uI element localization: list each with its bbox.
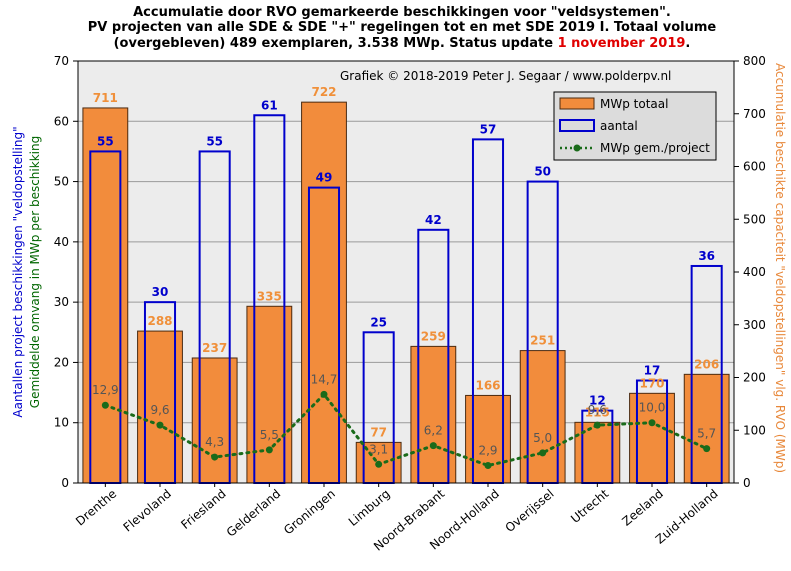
legend-label-mwp-total: MWp totaal bbox=[600, 97, 668, 111]
count-label: 25 bbox=[370, 315, 387, 329]
avg-label: 2,9 bbox=[478, 444, 497, 458]
mwp-total-label: 259 bbox=[421, 329, 446, 343]
x-category-label: Drenthe bbox=[73, 487, 119, 529]
avg-label: 12,9 bbox=[92, 383, 119, 397]
y-right-tick-label: 600 bbox=[743, 160, 766, 174]
x-category-label: Friesland bbox=[178, 487, 228, 532]
chart-credit: Grafiek © 2018-2019 Peter J. Segaar / ww… bbox=[340, 69, 671, 83]
avg-point bbox=[484, 462, 492, 470]
mwp-total-label: 251 bbox=[530, 334, 555, 348]
avg-series-line bbox=[103, 392, 709, 468]
y-left-tick-label: 70 bbox=[54, 54, 69, 68]
y-left-tick-label: 50 bbox=[54, 175, 69, 189]
count-label: 30 bbox=[152, 285, 169, 299]
y-left-ticks: 0 10 20 30 40 50 60 70 bbox=[54, 54, 78, 490]
avg-point bbox=[375, 460, 383, 468]
y-left-label-line1: Aantallen project beschikkingen "veldops… bbox=[11, 126, 25, 417]
y-right-tick-label: 500 bbox=[743, 212, 766, 226]
y-left-tick-label: 60 bbox=[54, 114, 69, 128]
avg-point bbox=[320, 390, 328, 398]
y-right-tick-label: 400 bbox=[743, 265, 766, 279]
x-category-label: Flevoland bbox=[121, 487, 174, 535]
avg-point bbox=[539, 449, 547, 457]
count-label: 55 bbox=[206, 134, 223, 148]
avg-point bbox=[648, 419, 656, 427]
avg-label: 9,6 bbox=[588, 403, 607, 417]
count-label: 17 bbox=[644, 364, 661, 378]
data-labels: 711 55 12,9 288 30 9,6 237 55 4,3 335 61 5,5 722 49 14… bbox=[92, 85, 719, 457]
legend: MWp totaal aantal MWp gem./project bbox=[553, 91, 717, 161]
avg-point bbox=[265, 446, 273, 454]
count-label: 61 bbox=[261, 98, 278, 112]
mwp-total-label: 288 bbox=[147, 314, 172, 328]
mwp-total-label: 722 bbox=[311, 85, 336, 99]
legend-swatch-avg-marker bbox=[573, 144, 581, 152]
avg-point bbox=[101, 401, 109, 409]
avg-label: 5,5 bbox=[260, 428, 279, 442]
x-category-label: Groningen bbox=[281, 487, 338, 538]
chart-title-line2: PV projecten van alle SDE & SDE "+" rege… bbox=[88, 20, 717, 35]
mwp-total-label: 115 bbox=[585, 405, 610, 419]
y-right-label: Accumulatie beschikte capaciteit "veldop… bbox=[773, 63, 787, 473]
y-right-tick-label: 800 bbox=[743, 54, 766, 68]
count-label: 57 bbox=[480, 122, 497, 136]
chart-title-line1: Accumulatie door RVO gemarkeerde beschik… bbox=[133, 5, 671, 20]
x-category-label: Gelderland bbox=[224, 487, 283, 540]
y-left-tick-label: 40 bbox=[54, 235, 69, 249]
count-label: 49 bbox=[316, 171, 333, 185]
x-category-labels: Drenthe Flevoland FrieslandGelderlandGroni… bbox=[73, 483, 721, 554]
mwp-total-label: 711 bbox=[93, 91, 118, 105]
y-left-tick-label: 10 bbox=[54, 416, 69, 430]
avg-point bbox=[429, 442, 437, 450]
y-right-tick-label: 0 bbox=[743, 476, 751, 490]
x-category-label: Zeeland bbox=[619, 487, 665, 529]
legend-label-avg: MWp gem./project bbox=[600, 141, 710, 155]
mwp-total-label: 166 bbox=[475, 378, 500, 392]
count-label: 50 bbox=[534, 165, 551, 179]
avg-label: 4,3 bbox=[205, 435, 224, 449]
y-right-tick-label: 300 bbox=[743, 318, 766, 332]
count-label: 55 bbox=[97, 134, 114, 148]
mwp-total-label: 335 bbox=[257, 289, 282, 303]
y-right-tick-label: 700 bbox=[743, 107, 766, 121]
mwp-total-label: 170 bbox=[639, 376, 664, 390]
mwp-total-label: 77 bbox=[370, 425, 387, 439]
avg-label: 9,6 bbox=[150, 403, 169, 417]
legend-label-count: aantal bbox=[600, 119, 638, 133]
y-left-tick-label: 20 bbox=[54, 355, 69, 369]
chart-title-line3-suffix: . bbox=[685, 36, 690, 51]
avg-label: 10,0 bbox=[639, 401, 666, 415]
chart-title-line3: (overgebleven) 489 exemplaren, 3.538 MWp… bbox=[114, 36, 691, 51]
y-right-tick-label: 200 bbox=[743, 371, 766, 385]
avg-label: 14,7 bbox=[311, 372, 338, 386]
avg-label: 6,2 bbox=[424, 424, 443, 438]
avg-label: 3,1 bbox=[369, 442, 388, 456]
avg-label: 5,0 bbox=[533, 431, 552, 445]
count-label: 42 bbox=[425, 213, 442, 227]
avg-point bbox=[156, 421, 164, 429]
avg-point bbox=[593, 421, 601, 429]
chart-title-line3-prefix: (overgebleven) 489 exemplaren, 3.538 MWp… bbox=[114, 36, 558, 51]
legend-swatch-count bbox=[559, 119, 595, 132]
y-right-ticks: 0 100 200 300 400 500 600 700 800 bbox=[734, 54, 766, 490]
x-category-label: Overijssel bbox=[503, 487, 557, 535]
y-left-label-line2: Gemiddelde omvang in MWp per beschikking bbox=[28, 136, 42, 408]
avg-line bbox=[101, 390, 711, 470]
avg-point bbox=[211, 453, 219, 461]
count-label: 36 bbox=[698, 249, 715, 263]
x-category-label: Limburg bbox=[346, 487, 393, 529]
y-left-tick-label: 30 bbox=[54, 295, 69, 309]
x-category-label: Utrecht bbox=[568, 486, 611, 525]
mwp-total-label: 237 bbox=[202, 341, 227, 355]
legend-swatch-mwp-total bbox=[559, 97, 595, 110]
chart-title-date: 1 november 2019 bbox=[558, 36, 686, 51]
count-label: 12 bbox=[589, 394, 606, 408]
mwp-total-label: 206 bbox=[694, 357, 719, 371]
avg-label: 5,7 bbox=[697, 427, 716, 441]
y-left-tick-label: 0 bbox=[61, 476, 69, 490]
y-right-tick-label: 100 bbox=[743, 423, 766, 437]
avg-point bbox=[703, 445, 711, 453]
